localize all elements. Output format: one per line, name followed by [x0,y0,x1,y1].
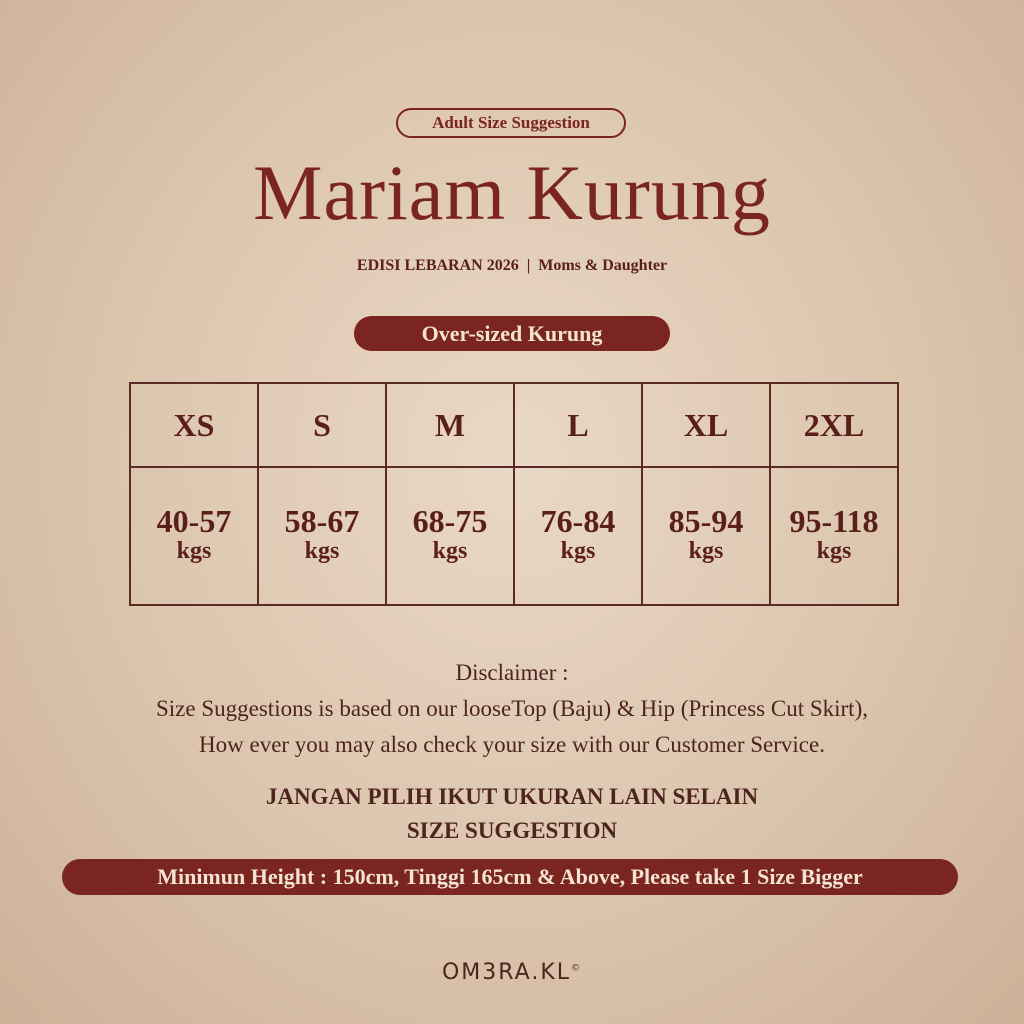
size-cell: 2XL [769,382,899,468]
size-cell: XL [641,382,771,468]
weight-range: 58-67 [284,503,360,539]
copyright-mark: © [571,963,583,974]
weight-cell: 76-84 kgs [513,466,643,606]
size-cell: XS [129,382,259,468]
size-table: XS S M L XL 2XL 40-57 kgs 58-67 kgs 68-75 k… [129,382,899,606]
weight-cell: 40-57 kgs [129,466,259,606]
weight-unit: kgs [560,538,596,564]
weight-cell: 68-75 kgs [385,466,515,606]
warning-line: JANGAN PILIH IKUT UKURAN LAIN SELAIN [265,784,759,809]
weight-range: 76-84 [540,503,616,539]
weight-row: 40-57 kgs 58-67 kgs 68-75 kgs 76-84 kgs 85-9… [129,466,899,606]
warning-line: SIZE SUGGESTION [406,818,618,843]
size-header-row: XS S M L XL 2XL [129,382,899,468]
weight-unit: kgs [432,538,468,564]
weight-unit: kgs [176,538,212,564]
weight-range: 68-75 [412,503,488,539]
disclaimer-line: Size Suggestions is based on our looseTo… [156,696,868,721]
subtitle: EDISI LEBARAN 2026 | Moms & Daughter [356,257,668,274]
weight-range: 40-57 [156,503,232,539]
brand-logo: OM3RA.KL© [0,960,1024,985]
disclaimer: Disclaimer : Size Suggestions is based o… [0,655,1024,763]
weight-cell: 85-94 kgs [641,466,771,606]
height-note-banner: Minimun Height : 150cm, Tinggi 165cm & A… [62,859,958,895]
weight-range: 85-94 [668,503,744,539]
weight-unit: kgs [304,538,340,564]
brand-name: OM3RA.KL [441,960,572,985]
size-cell: M [385,382,515,468]
weight-range: 95-118 [789,503,879,539]
warning: JANGAN PILIH IKUT UKURAN LAIN SELAIN SIZ… [0,780,1024,848]
category-badge: Over-sized Kurung [354,316,670,351]
size-cell: S [257,382,387,468]
weight-cell: 58-67 kgs [257,466,387,606]
disclaimer-heading: Disclaimer : [455,660,569,685]
disclaimer-line: How ever you may also check your size wi… [199,732,825,757]
page-title: Mariam Kurung [253,149,771,236]
weight-unit: kgs [816,538,852,564]
adult-size-badge: Adult Size Suggestion [396,108,626,138]
weight-cell: 95-118 kgs [769,466,899,606]
weight-unit: kgs [688,538,724,564]
size-cell: L [513,382,643,468]
